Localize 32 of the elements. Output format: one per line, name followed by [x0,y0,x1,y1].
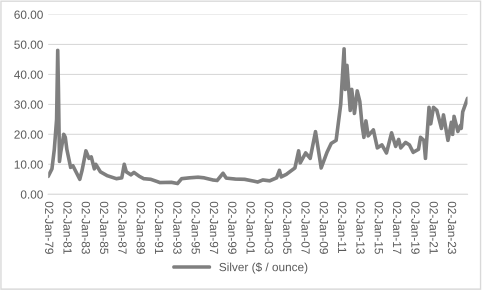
x-tick-label: 02-Jan-91 [154,202,164,254]
x-tick-label: 02-Jan-15 [374,202,383,254]
x-tick-label: 02-Jan-11 [338,202,346,253]
x-tick-label: 02-Jan-01 [246,202,255,254]
x-tick-label: 02-Jan-07 [301,202,310,254]
x-tick-label: 02-Jan-85 [100,202,108,254]
x-tick-label: 02-Jan-03 [264,202,274,254]
x-tick-label: 02-Jan-13 [356,202,365,254]
x-tick-label: 02-Jan-97 [210,202,218,254]
x-tick-label: 02-Jan-17 [392,202,402,254]
x-tick-label: 02-Jan-99 [228,202,236,254]
x-tick-label: 02-Jan-79 [45,202,54,254]
x-tick-label: 02-Jan-05 [283,202,292,254]
x-tick-label: 02-Jan-81 [63,202,72,254]
x-tick-label: 02-Jan-23 [448,202,456,254]
x-tick-label: 02-Jan-95 [192,202,200,254]
line-series [48,47,468,186]
y-tick-label: 30.00 [14,100,43,109]
y-tick-label: 60.00 [14,10,43,19]
y-tick-label: 0.00 [20,190,43,199]
x-tick-label: 02-Jan-87 [118,202,127,254]
x-tick-label: 02-Jan-89 [136,202,145,254]
y-tick-label: 50.00 [14,40,43,49]
x-tick-label: 02-Jan-21 [430,202,438,254]
legend-label: Silver ($ / ounce) [219,262,308,274]
y-tick-label: 20.00 [14,130,43,139]
x-tick-label: 02-Jan-83 [82,202,90,254]
x-tick-label: 02-Jan-09 [320,202,328,254]
y-tick-label: 40.00 [14,70,43,79]
y-tick-label: 10.00 [14,160,43,169]
x-tick-label: 02-Jan-93 [173,202,182,254]
x-tick-label: 02-Jan-19 [411,202,420,254]
